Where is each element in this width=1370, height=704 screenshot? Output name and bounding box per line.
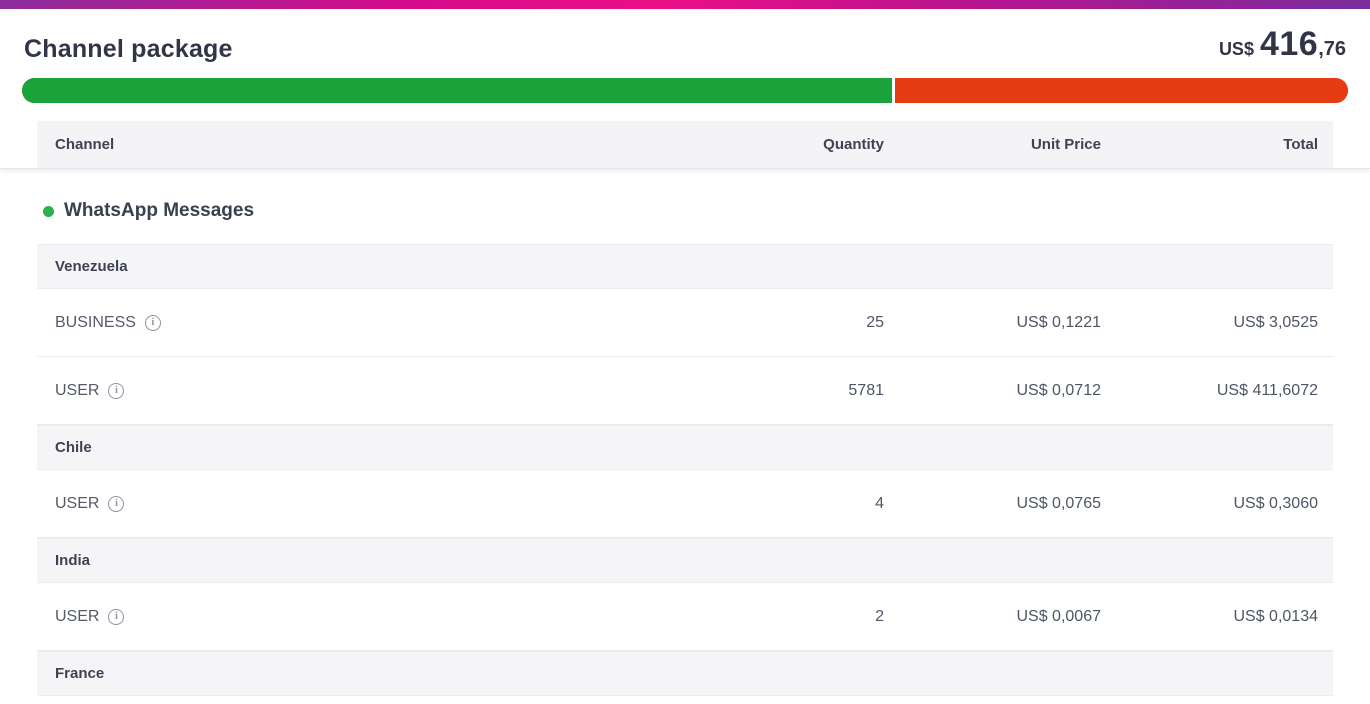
info-icon[interactable]: i <box>108 382 125 399</box>
row-unit-price: US$ 0,0712 <box>1016 381 1101 399</box>
row-label: USER <box>55 381 100 399</box>
section-heading-whatsapp: WhatsApp Messages <box>43 200 1333 222</box>
table-row: USER i 5781 US$ 0,0712 US$ 411,6072 <box>37 357 1333 425</box>
row-quantity: 5781 <box>848 381 884 399</box>
row-label: USER <box>55 494 100 512</box>
row-total: US$ 0,0134 <box>1233 607 1318 625</box>
row-label: BUSINESS <box>55 313 136 331</box>
group-row-france: France <box>37 651 1333 696</box>
table-body: WhatsApp Messages Venezuela BUSINESS i 2… <box>0 200 1370 696</box>
row-unit-price: US$ 0,1221 <box>1016 313 1101 331</box>
row-total: US$ 0,3060 <box>1233 494 1318 512</box>
group-row-chile: Chile <box>37 425 1333 470</box>
group-row-india: India <box>37 538 1333 583</box>
info-icon[interactable]: i <box>108 608 125 625</box>
table-row: BUSINESS i 25 US$ 0,1221 US$ 3,0525 <box>37 289 1333 357</box>
group-name: India <box>55 552 91 569</box>
total-integer: 416 <box>1259 25 1319 63</box>
section-label: WhatsApp Messages <box>64 200 255 221</box>
progress-red-segment <box>894 78 1348 103</box>
row-total: US$ 411,6072 <box>1216 381 1318 399</box>
row-unit-price: US$ 0,0765 <box>1016 494 1101 512</box>
group-name: Chile <box>55 439 92 456</box>
channel-status-dot-icon <box>43 205 54 217</box>
row-total: US$ 3,0525 <box>1233 313 1318 331</box>
page-header: Channel package US$ 416 ,76 <box>0 9 1370 74</box>
progress-green-segment <box>22 78 895 103</box>
col-header-total: Total <box>1283 136 1318 153</box>
info-icon[interactable]: i <box>144 314 161 331</box>
row-unit-price: US$ 0,0067 <box>1016 607 1101 625</box>
group-name: Venezuela <box>55 258 128 275</box>
usage-progress-bar <box>22 78 1348 103</box>
table-header-row: Channel Quantity Unit Price Total <box>37 121 1333 168</box>
package-total-price: US$ 416 ,76 <box>1219 25 1346 64</box>
page-title: Channel package <box>24 35 233 63</box>
row-quantity: 2 <box>875 607 884 625</box>
table-row: USER i 4 US$ 0,0765 US$ 0,3060 <box>37 470 1333 538</box>
col-header-channel: Channel <box>55 136 115 153</box>
col-header-quantity: Quantity <box>823 136 884 153</box>
group-name: France <box>55 665 105 682</box>
info-icon[interactable]: i <box>108 495 125 512</box>
brand-gradient-bar <box>0 0 1370 9</box>
table-row: USER i 2 US$ 0,0067 US$ 0,0134 <box>37 583 1333 651</box>
group-row-venezuela: Venezuela <box>37 244 1333 289</box>
total-decimal: ,76 <box>1318 38 1346 60</box>
row-quantity: 25 <box>866 313 884 331</box>
row-label: USER <box>55 607 100 625</box>
col-header-unit-price: Unit Price <box>1030 136 1101 153</box>
table-header-band: Channel Quantity Unit Price Total <box>0 121 1370 169</box>
total-currency: US$ <box>1218 39 1254 59</box>
row-quantity: 4 <box>875 494 884 512</box>
